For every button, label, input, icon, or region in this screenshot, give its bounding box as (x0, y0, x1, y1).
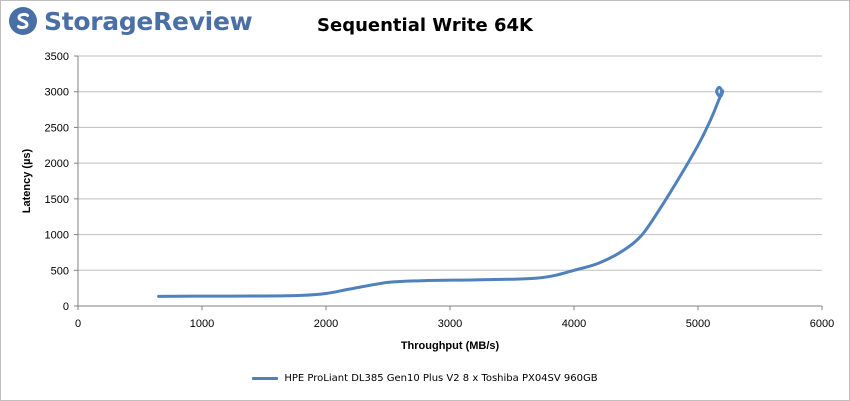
y-tick-label: 500 (51, 265, 69, 277)
series-lines (157, 85, 725, 298)
y-axis-title: Latency (µs) (21, 148, 33, 213)
y-tick-label: 1500 (45, 194, 69, 206)
gridlines (78, 55, 822, 271)
x-tick-label: 2000 (314, 318, 338, 330)
legend-swatch (252, 377, 279, 380)
brand-name: StorageReview (44, 6, 253, 36)
x-tick-label: 0 (75, 318, 81, 330)
legend: HPE ProLiant DL385 Gen10 Plus V2 8 x Tos… (0, 373, 850, 384)
axes (74, 55, 823, 310)
x-tick-label: 6000 (810, 318, 834, 330)
x-tick-label: 4000 (562, 318, 586, 330)
x-tick-label: 1000 (190, 318, 214, 330)
y-tick-labels: 0 500 1000 1500 2000 2500 3000 3500 (45, 51, 69, 313)
y-tick-label: 0 (63, 301, 69, 313)
y-tick-label: 2000 (45, 158, 69, 170)
chart-title: Sequential Write 64K (317, 15, 533, 36)
storagereview-logo-icon (9, 7, 37, 35)
y-tick-label: 3000 (45, 87, 69, 99)
x-tick-label: 5000 (686, 318, 710, 330)
y-tick-label: 2500 (45, 122, 69, 134)
x-tick-labels: 0 1000 2000 3000 4000 5000 6000 (75, 318, 834, 330)
x-tick-label: 3000 (438, 318, 462, 330)
series-line (157, 85, 725, 298)
brand-logo: StorageReview (8, 6, 253, 36)
x-axis-title: Throughput (MB/s) (401, 340, 500, 352)
y-tick-label: 1000 (45, 230, 69, 242)
y-tick-label: 3500 (45, 51, 69, 63)
legend-label: HPE ProLiant DL385 Gen10 Plus V2 8 x Tos… (284, 373, 598, 384)
